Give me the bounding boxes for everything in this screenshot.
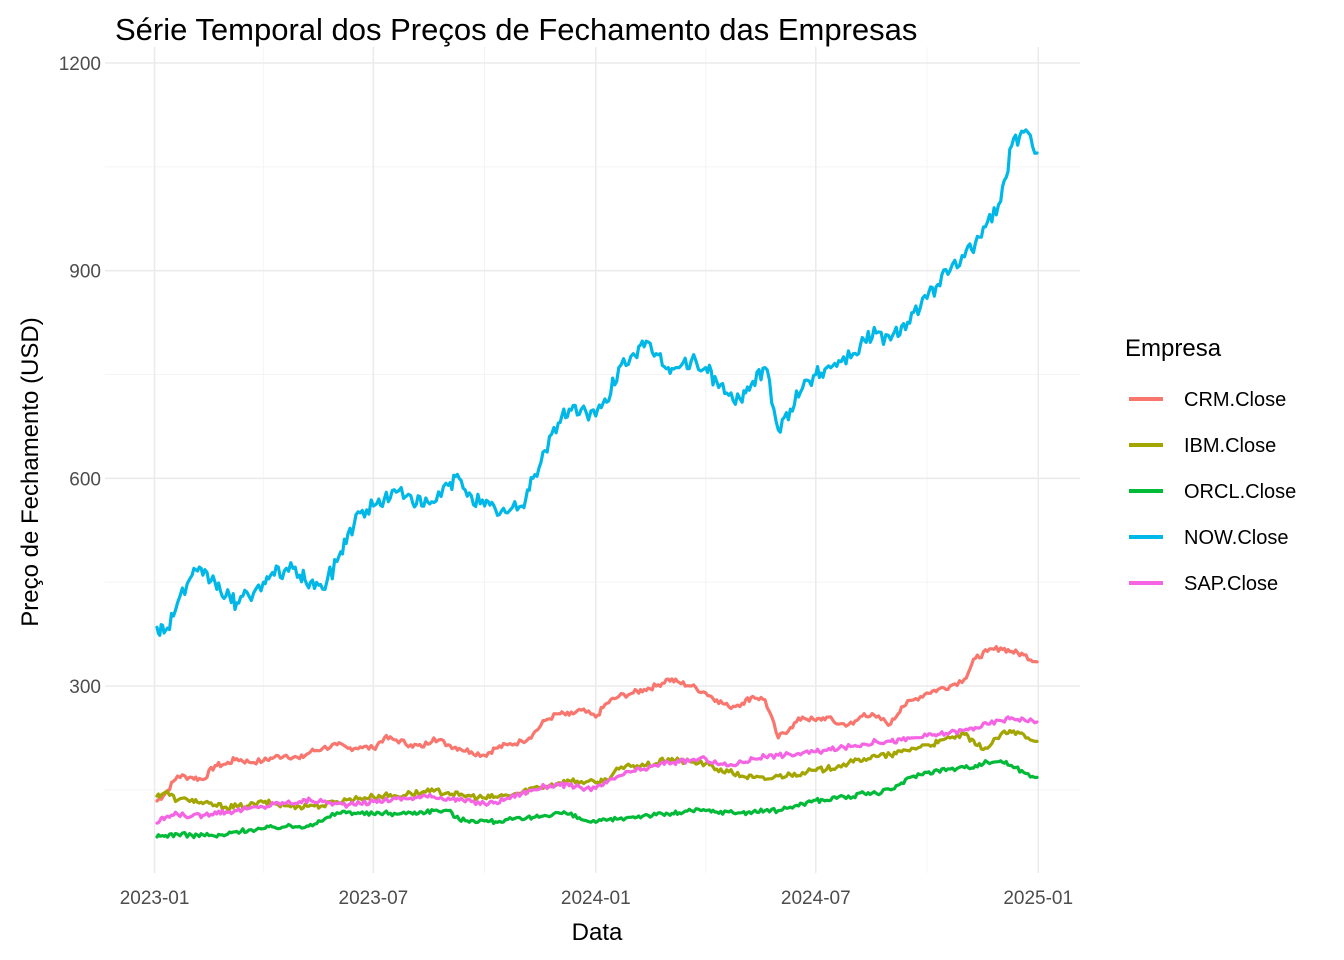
legend-label: NOW.Close xyxy=(1184,527,1288,549)
y-tick-label: 600 xyxy=(69,469,101,490)
x-axis-title: Data xyxy=(572,919,623,946)
minor-gridlines xyxy=(105,47,1080,873)
x-tick-label: 2024-07 xyxy=(781,888,851,909)
x-tick-label: 2023-07 xyxy=(339,888,409,909)
y-tick-label: 300 xyxy=(69,677,101,698)
x-tick-label: 2023-01 xyxy=(120,888,190,909)
legend-item: NOW.Close xyxy=(1129,527,1288,549)
y-axis-tick-labels: 300 600 900 1200 xyxy=(59,54,101,698)
legend-item: SAP.Close xyxy=(1129,573,1278,595)
x-axis-tick-labels: 2023-01 2023-07 2024-01 2024-07 2025-01 xyxy=(120,888,1073,909)
legend-label: SAP.Close xyxy=(1184,573,1278,595)
major-gridlines xyxy=(105,47,1080,873)
series-line-sap-close xyxy=(155,715,1039,825)
legend-item: IBM.Close xyxy=(1129,435,1276,457)
y-tick-label: 1200 xyxy=(59,54,101,75)
series-line-orcl-close xyxy=(155,759,1039,840)
series-line-now-close xyxy=(155,128,1039,637)
legend-items: CRM.Close IBM.Close ORCL.Close NOW.Close SAP… xyxy=(1129,389,1296,595)
legend-item: CRM.Close xyxy=(1129,389,1286,411)
legend-title: Empresa xyxy=(1125,335,1222,362)
legend-item: ORCL.Close xyxy=(1129,481,1296,503)
chart-title: Série Temporal dos Preços de Fechamento … xyxy=(115,12,917,47)
legend-label: ORCL.Close xyxy=(1184,481,1296,503)
legend: Empresa CRM.Close IBM.Close ORCL.Close NOW.… xyxy=(1125,335,1296,595)
series-lines xyxy=(155,128,1039,840)
x-tick-label: 2025-01 xyxy=(1003,888,1073,909)
y-axis-title: Preço de Fechamento (USD) xyxy=(17,317,44,626)
x-tick-label: 2024-01 xyxy=(561,888,631,909)
series-line-ibm-close xyxy=(155,728,1039,811)
series-line-crm-close xyxy=(155,645,1039,803)
legend-label: CRM.Close xyxy=(1184,389,1286,411)
y-tick-label: 900 xyxy=(69,262,101,283)
legend-label: IBM.Close xyxy=(1184,435,1276,457)
